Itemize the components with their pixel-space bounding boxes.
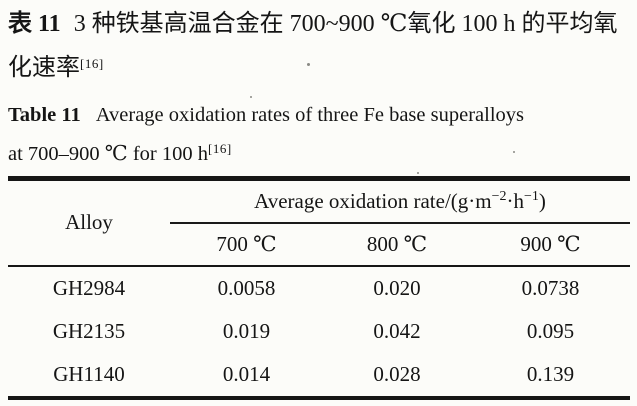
caption-zh-text2: 化速率 bbox=[8, 55, 80, 81]
value-cell-700: 0.014 bbox=[222, 362, 271, 386]
caption-en-text1: Average oxidation rates of three Fe base… bbox=[95, 104, 524, 126]
alloy-cell: GH2984 bbox=[52, 275, 126, 300]
scan-speck bbox=[307, 63, 310, 66]
alloy-cell: GH2135 bbox=[52, 319, 126, 343]
scan-speck bbox=[417, 172, 419, 174]
value-cell-900: 0.139 bbox=[526, 362, 575, 386]
alloy-cell: GH1140 bbox=[53, 362, 125, 386]
unit-superscript-minus1: −1 bbox=[524, 188, 539, 204]
table-row-gh1140: GH1140 0.014 0.028 0.139 bbox=[8, 354, 630, 398]
unit-text-part: ·h bbox=[506, 188, 525, 213]
column-header-900c: 900 ℃ bbox=[471, 222, 631, 267]
value-cell-900: 0.0738 bbox=[521, 275, 580, 300]
column-header-alloy: Alloy bbox=[8, 178, 170, 267]
column-header-700c: 700 ℃ bbox=[170, 222, 323, 267]
header-row-temperatures: 700 ℃ 800 ℃ 900 ℃ bbox=[8, 222, 631, 267]
caption-en-label: Table 11 bbox=[8, 104, 81, 126]
table-row-gh2135: GH2135 0.019 0.042 0.095 bbox=[8, 310, 630, 354]
caption-zh: 表 11 3 种铁基高温合金在 700~900 ℃氧化 100 h 的平均氧 化速… bbox=[8, 5, 630, 88]
value-cell-700: 0.0058 bbox=[217, 275, 276, 300]
value-cell-900: 0.095 bbox=[526, 319, 575, 343]
caption-zh-line2: 化速率[16] bbox=[8, 44, 630, 88]
header-row-unit: Alloy Average oxidation rate/(g·m−2·h−1) bbox=[8, 178, 631, 267]
caption-zh-reference: [16] bbox=[80, 56, 104, 71]
caption-zh-text1: 3 种铁基高温合金在 700~900 ℃氧化 100 h 的平均氧 bbox=[73, 11, 618, 37]
value-cell-700: 0.019 bbox=[222, 319, 271, 343]
column-header-unit: Average oxidation rate/(g·m−2·h−1) bbox=[170, 178, 631, 224]
value-cell-800: 0.020 bbox=[373, 275, 421, 300]
oxidation-rate-table: Alloy Average oxidation rate/(g·m−2·h−1)… bbox=[8, 176, 631, 400]
caption-zh-line1: 表 11 3 种铁基高温合金在 700~900 ℃氧化 100 h 的平均氧 bbox=[8, 5, 630, 44]
table-row-gh2984: GH2984 0.0058 0.020 0.0738 bbox=[8, 266, 630, 310]
caption-en-line2: at 700–900 ℃ for 100 h[16] bbox=[8, 132, 630, 171]
column-header-800c: 800 ℃ bbox=[323, 222, 471, 267]
caption-en-text2: at 700–900 ℃ for 100 h bbox=[8, 143, 209, 165]
value-cell-800: 0.028 bbox=[373, 362, 421, 386]
unit-superscript-minus2: −2 bbox=[491, 188, 507, 204]
scan-speck bbox=[513, 151, 515, 153]
scan-speck bbox=[250, 96, 252, 98]
caption-zh-label: 表 11 bbox=[8, 11, 61, 37]
caption-en-reference: [16] bbox=[208, 141, 232, 156]
caption-en: Table 11 Average oxidation rates of three… bbox=[8, 99, 630, 171]
unit-text-part: Average oxidation rate/(g·m bbox=[254, 188, 492, 213]
unit-text-part: ) bbox=[538, 188, 546, 213]
value-cell-800: 0.042 bbox=[373, 319, 421, 343]
caption-en-line1: Table 11 Average oxidation rates of three… bbox=[8, 99, 630, 132]
